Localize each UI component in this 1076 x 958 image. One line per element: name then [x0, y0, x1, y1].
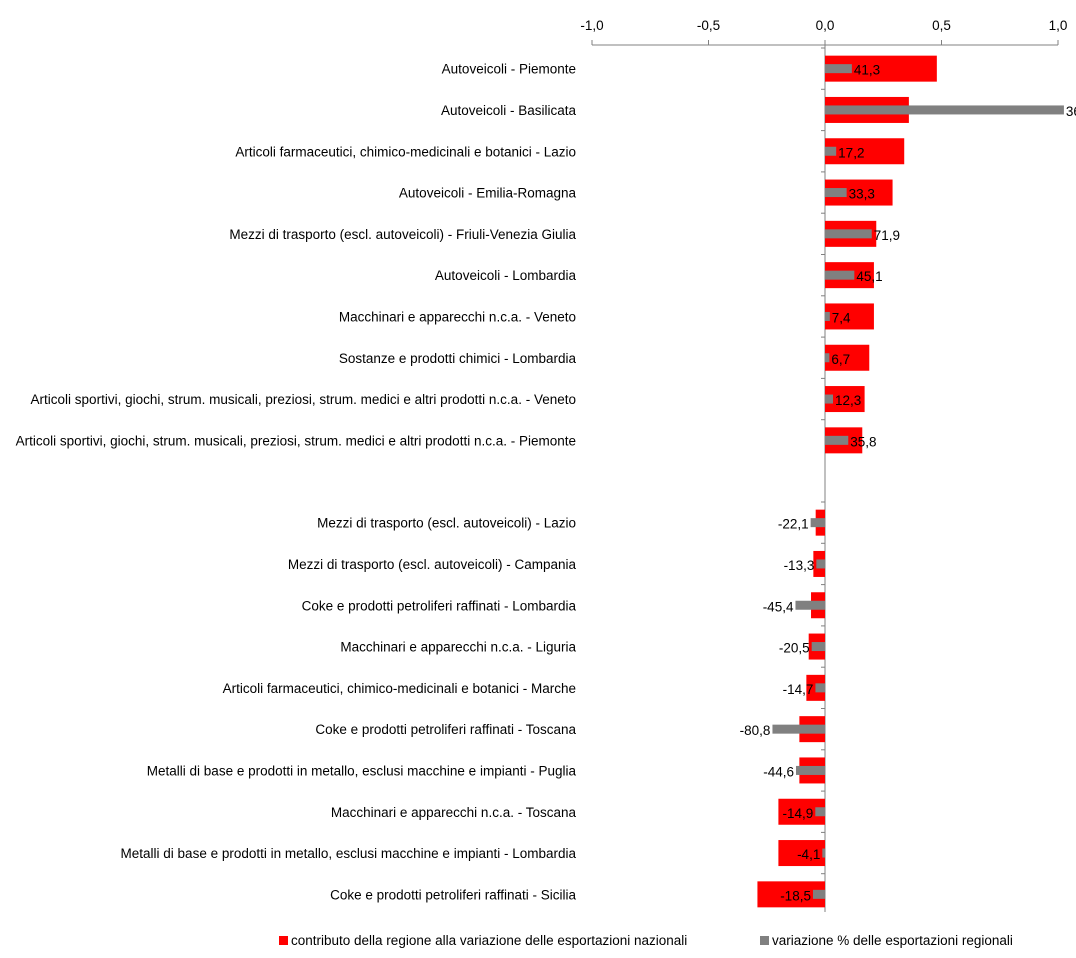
bar-contributo: [825, 303, 874, 330]
bar-variazione: [815, 683, 825, 693]
category-label: Sostanze e prodotti chimici - Lombardia: [339, 351, 577, 366]
bar-variazione: [825, 64, 852, 74]
data-label-variazione: 367,4: [1066, 104, 1076, 119]
legend-swatch-red: [279, 936, 288, 945]
legend-swatch-gray: [760, 936, 769, 945]
data-label-variazione: -18,5: [780, 888, 811, 903]
category-label: Articoli sportivi, giochi, strum. musica…: [31, 392, 576, 407]
category-label: Metalli di base e prodotti in metallo, e…: [121, 846, 577, 861]
bar-variazione: [812, 889, 825, 899]
bar-variazione: [825, 311, 830, 321]
bar-variazione: [825, 270, 855, 280]
category-label: Articoli sportivi, giochi, strum. musica…: [16, 433, 576, 448]
legend-label-variazione: variazione % delle esportazioni regional…: [772, 933, 1013, 948]
data-label-variazione: -13,3: [784, 558, 815, 573]
category-label: Autoveicoli - Emilia-Romagna: [399, 186, 577, 201]
data-label-variazione: 33,3: [849, 187, 875, 202]
x-tick-label: 0,5: [932, 18, 951, 33]
bar-variazione: [825, 146, 837, 156]
bar-variazione: [772, 724, 825, 734]
x-tick-label: -1,0: [580, 18, 603, 33]
category-label: Coke e prodotti petroliferi raffinati - …: [330, 887, 576, 902]
data-label-variazione: -80,8: [740, 723, 771, 738]
bar-variazione: [795, 600, 825, 610]
category-label: Coke e prodotti petroliferi raffinati - …: [302, 598, 577, 613]
data-label-variazione: -44,6: [763, 764, 794, 779]
x-tick-label: -0,5: [697, 18, 720, 33]
category-label: Autoveicoli - Basilicata: [441, 103, 577, 118]
chart-legend: contributo della regione alla variazione…: [0, 933, 1076, 953]
x-tick-label: 1,0: [1049, 18, 1068, 33]
category-label: Mezzi di trasporto (escl. autoveicoli) -…: [288, 557, 577, 572]
data-label-variazione: 17,2: [838, 145, 864, 160]
data-label-variazione: 6,7: [831, 352, 850, 367]
bar-variazione: [825, 394, 833, 404]
bar-variazione: [815, 807, 825, 817]
bar-variazione: [825, 435, 849, 445]
category-label: Metalli di base e prodotti in metallo, e…: [147, 763, 577, 778]
bar-variazione: [795, 765, 825, 775]
data-label-variazione: -14,7: [783, 682, 814, 697]
data-label-variazione: 12,3: [835, 393, 861, 408]
data-label-variazione: 71,9: [874, 228, 900, 243]
data-label-variazione: -14,9: [783, 806, 814, 821]
bar-contributo: [778, 840, 825, 867]
category-label: Articoli farmaceutici, chimico-medicinal…: [235, 144, 576, 159]
bar-variazione: [825, 188, 847, 198]
category-label: Mezzi di trasporto (escl. autoveicoli) -…: [317, 516, 576, 531]
data-label-variazione: 7,4: [832, 310, 851, 325]
category-label: Mezzi di trasporto (escl. autoveicoli) -…: [229, 227, 576, 242]
bar-variazione: [822, 848, 825, 858]
category-label: Macchinari e apparecchi n.c.a. - Veneto: [339, 309, 576, 324]
category-label: Coke e prodotti petroliferi raffinati - …: [315, 722, 576, 737]
category-label: Macchinari e apparecchi n.c.a. - Liguria: [340, 640, 576, 655]
data-label-variazione: 45,1: [856, 269, 882, 284]
category-label: Autoveicoli - Lombardia: [435, 268, 577, 283]
category-label: Macchinari e apparecchi n.c.a. - Toscana: [331, 805, 577, 820]
data-label-variazione: -45,4: [763, 599, 794, 614]
bar-variazione: [825, 105, 1064, 115]
bar-variazione: [816, 559, 825, 569]
legend-label-contributo: contributo della regione alla variazione…: [291, 933, 688, 948]
bar-variazione: [810, 518, 825, 528]
bar-variazione: [825, 353, 830, 363]
data-label-variazione: -20,5: [779, 641, 810, 656]
legend-item-variazione: variazione % delle esportazioni regional…: [760, 933, 1013, 948]
data-label-variazione: 35,8: [850, 434, 876, 449]
data-label-variazione: -22,1: [778, 517, 809, 532]
legend-item-contributo: contributo della regione alla variazione…: [279, 933, 687, 948]
bar-variazione: [811, 642, 825, 652]
category-label: Articoli farmaceutici, chimico-medicinal…: [223, 681, 576, 696]
x-tick-label: 0,0: [816, 18, 835, 33]
data-label-variazione: -4,1: [797, 847, 820, 862]
data-label-variazione: 41,3: [854, 63, 880, 78]
bar-contributo: [825, 344, 870, 371]
category-label: Autoveicoli - Piemonte: [442, 62, 576, 77]
bar-variazione: [825, 229, 872, 239]
bar-contributo: [825, 138, 905, 165]
